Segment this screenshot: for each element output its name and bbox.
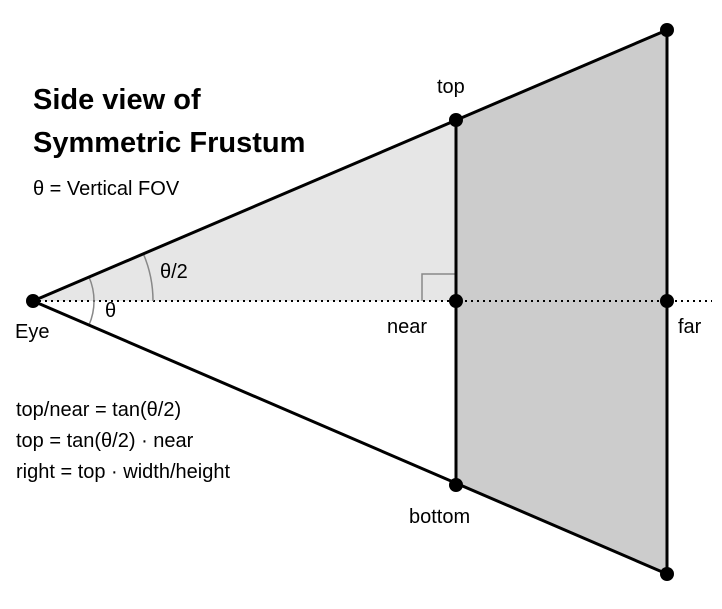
bottom-edge (32, 299, 668, 576)
label-top: top (437, 76, 465, 98)
fov-note: θ = Vertical FOV (33, 178, 180, 200)
label-half-theta: θ/2 (160, 261, 188, 283)
formula-1: top/near = tan(θ/2) (16, 399, 181, 421)
far-top-point (660, 23, 674, 37)
formula-3: right = top · width/height (16, 461, 230, 483)
formula-2: top = tan(θ/2) · near (16, 430, 194, 452)
bottom-point (449, 478, 463, 492)
title-line-2: Symmetric Frustum (33, 127, 305, 159)
half-theta-arc (142, 252, 154, 302)
near-point (449, 294, 463, 308)
far-point (660, 294, 674, 308)
label-near: near (387, 316, 427, 338)
right-angle-marker (421, 273, 456, 301)
title-line-1: Side view of (33, 84, 201, 116)
label-bottom: bottom (409, 506, 470, 528)
label-far: far (678, 316, 702, 338)
label-theta: θ (105, 300, 116, 322)
theta-arc (88, 276, 95, 326)
top-edge (32, 28, 668, 303)
top-point (449, 113, 463, 127)
far-bottom-point (660, 567, 674, 581)
eye-point (26, 294, 40, 308)
label-eye: Eye (15, 321, 49, 343)
